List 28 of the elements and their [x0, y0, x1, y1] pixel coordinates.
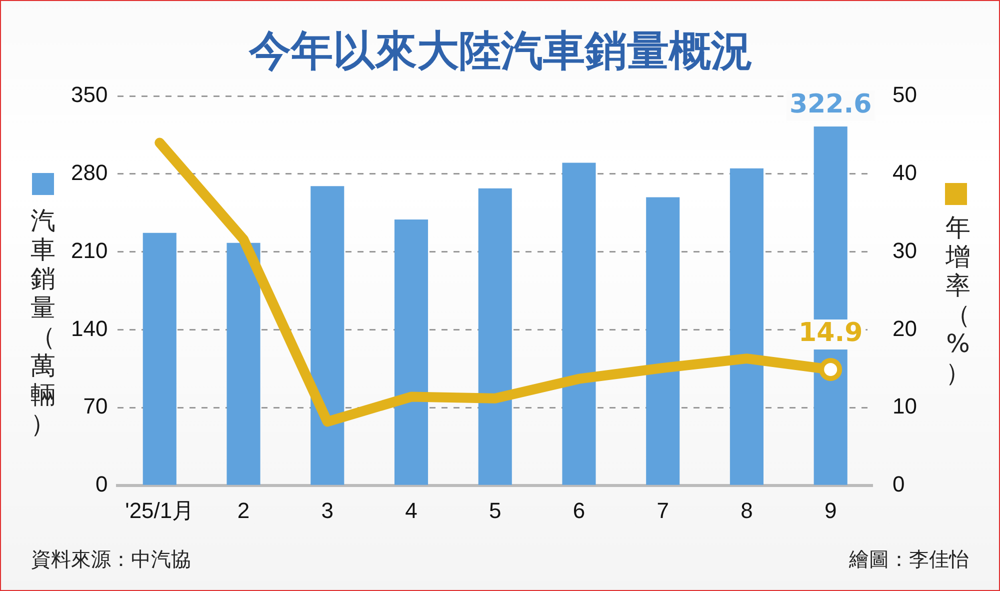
- x-tick-label: 4: [405, 498, 418, 523]
- x-tick-label: 7: [656, 498, 669, 523]
- x-tick-label: 8: [740, 498, 753, 523]
- y-tick-label: 0: [95, 472, 108, 497]
- x-tick-label: 2: [237, 498, 250, 523]
- y2-tick-label: 50: [892, 82, 918, 108]
- text: 繪圖：李佳怡: [849, 546, 969, 573]
- y-tick-label: 210: [70, 238, 108, 263]
- y2-tick-label: 20: [892, 316, 918, 341]
- source-note: 資料來源：中汽協: [31, 546, 191, 573]
- x-tick-label: 9: [824, 498, 837, 523]
- x-tick-label: '25/1月: [125, 498, 194, 523]
- x-tick-label: 5: [488, 498, 502, 523]
- y2-tick-label: 10: [892, 394, 918, 419]
- data-label: 322.6: [789, 89, 872, 120]
- data-label: 14.9: [798, 318, 863, 348]
- y-tick-label: 140: [70, 316, 108, 341]
- y2-tick-label: 40: [892, 160, 918, 185]
- y2-tick-label: 30: [892, 238, 918, 263]
- y2-axis-title: 年增率（%）: [944, 213, 972, 387]
- x-tick-label: 3: [321, 498, 334, 523]
- y-tick-label: 350: [70, 82, 108, 108]
- chart-title: 今年以來大陸汽車銷量概況: [248, 25, 754, 77]
- x-tick-label: 6: [572, 498, 586, 523]
- y2-tick-label: 0: [892, 472, 905, 497]
- y-tick-label: 70: [83, 394, 108, 419]
- y-tick-label: 280: [70, 160, 108, 185]
- y-axis-title: 汽車銷量（萬輛）: [30, 206, 56, 438]
